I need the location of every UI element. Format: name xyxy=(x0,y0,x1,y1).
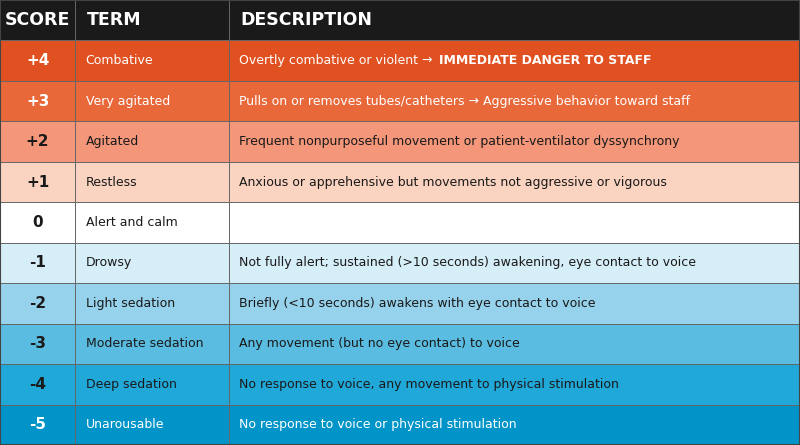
Text: No response to voice or physical stimulation: No response to voice or physical stimula… xyxy=(239,418,517,431)
Text: IMMEDIATE DANGER TO STAFF: IMMEDIATE DANGER TO STAFF xyxy=(439,54,652,67)
Text: -5: -5 xyxy=(29,417,46,432)
Text: +3: +3 xyxy=(26,93,50,109)
Bar xyxy=(229,0,800,40)
Bar xyxy=(0,405,75,445)
Text: DESCRIPTION: DESCRIPTION xyxy=(241,11,373,29)
Text: Restless: Restless xyxy=(86,175,138,189)
Bar xyxy=(0,40,75,81)
Bar xyxy=(229,324,800,364)
Text: Drowsy: Drowsy xyxy=(86,256,132,270)
Text: Not fully alert; sustained (>10 seconds) awakening, eye contact to voice: Not fully alert; sustained (>10 seconds)… xyxy=(239,256,696,270)
Text: +2: +2 xyxy=(26,134,50,149)
Text: TERM: TERM xyxy=(87,11,142,29)
Text: -4: -4 xyxy=(29,377,46,392)
Bar xyxy=(229,40,800,81)
Text: Pulls on or removes tubes/catheters → Aggressive behavior toward staff: Pulls on or removes tubes/catheters → Ag… xyxy=(239,95,690,108)
Bar xyxy=(75,283,229,324)
Text: +4: +4 xyxy=(26,53,50,68)
Text: -3: -3 xyxy=(29,336,46,352)
Bar xyxy=(0,0,75,40)
Bar xyxy=(229,283,800,324)
Bar xyxy=(0,364,75,405)
Bar xyxy=(75,81,229,121)
Text: Agitated: Agitated xyxy=(86,135,139,148)
Text: Any movement (but no eye contact) to voice: Any movement (but no eye contact) to voi… xyxy=(239,337,520,350)
Bar xyxy=(75,162,229,202)
Bar xyxy=(0,121,75,162)
Bar xyxy=(0,202,75,243)
Bar xyxy=(229,162,800,202)
Text: 0: 0 xyxy=(32,215,43,230)
Bar xyxy=(229,202,800,243)
Text: Anxious or apprehensive but movements not aggressive or vigorous: Anxious or apprehensive but movements no… xyxy=(239,175,667,189)
Bar xyxy=(0,81,75,121)
Bar xyxy=(75,121,229,162)
Text: -1: -1 xyxy=(29,255,46,271)
Text: -2: -2 xyxy=(29,296,46,311)
Text: Frequent nonpurposeful movement or patient-ventilator dyssynchrony: Frequent nonpurposeful movement or patie… xyxy=(239,135,680,148)
Text: Unarousable: Unarousable xyxy=(86,418,164,431)
Bar xyxy=(75,0,229,40)
Text: Briefly (<10 seconds) awakens with eye contact to voice: Briefly (<10 seconds) awakens with eye c… xyxy=(239,297,596,310)
Bar xyxy=(75,243,229,283)
Bar xyxy=(229,121,800,162)
Bar xyxy=(75,324,229,364)
Bar xyxy=(75,202,229,243)
Bar xyxy=(75,364,229,405)
Text: Combative: Combative xyxy=(86,54,154,67)
Text: Light sedation: Light sedation xyxy=(86,297,174,310)
Text: Overtly combative or violent →: Overtly combative or violent → xyxy=(239,54,437,67)
Text: Moderate sedation: Moderate sedation xyxy=(86,337,203,350)
Bar xyxy=(229,81,800,121)
Text: Deep sedation: Deep sedation xyxy=(86,378,177,391)
Bar xyxy=(229,405,800,445)
Bar xyxy=(229,243,800,283)
Bar xyxy=(75,40,229,81)
Bar xyxy=(75,405,229,445)
Text: No response to voice, any movement to physical stimulation: No response to voice, any movement to ph… xyxy=(239,378,619,391)
Text: SCORE: SCORE xyxy=(5,11,70,29)
Bar xyxy=(0,324,75,364)
Bar xyxy=(0,162,75,202)
Text: +1: +1 xyxy=(26,174,50,190)
Bar xyxy=(0,243,75,283)
Text: Very agitated: Very agitated xyxy=(86,95,170,108)
Bar xyxy=(229,364,800,405)
Text: Alert and calm: Alert and calm xyxy=(86,216,178,229)
Bar xyxy=(0,283,75,324)
